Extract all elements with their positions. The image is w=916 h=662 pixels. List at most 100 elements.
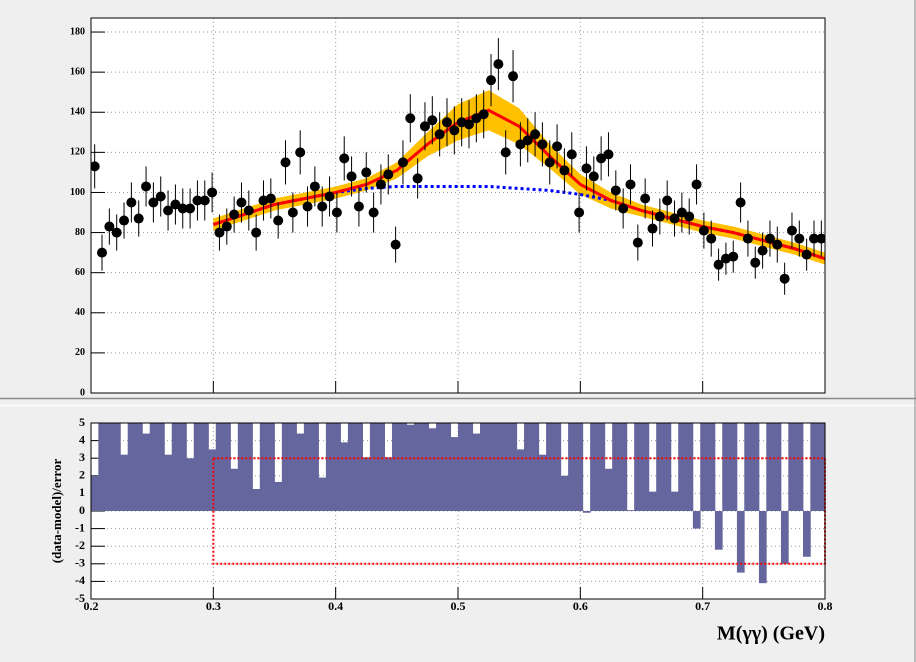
y-axis-title: (data-model)/error [49, 459, 64, 564]
residual-bar [531, 423, 540, 511]
residual-bar [810, 423, 819, 511]
residual-bar [135, 423, 143, 511]
plot-layer [91, 38, 825, 295]
residual-bar [509, 423, 518, 511]
data-point [243, 205, 254, 216]
data-point [574, 207, 585, 218]
residual-bar [656, 423, 664, 511]
data-point [816, 233, 825, 244]
data-point [449, 125, 460, 136]
residual-bar [215, 423, 224, 511]
y-tick-label: -1 [75, 520, 85, 534]
residual-bar [612, 423, 620, 511]
residual-bar [795, 423, 804, 511]
residual-bar [157, 423, 165, 511]
residual-bar [751, 423, 760, 511]
data-point [141, 181, 152, 192]
residual-bar [384, 457, 393, 511]
x-tick-label: 0.7 [695, 599, 710, 613]
residual-bar [780, 511, 789, 564]
residual-bar [325, 423, 334, 511]
residual-bar [546, 423, 554, 511]
data-point [302, 201, 313, 212]
data-point [566, 149, 577, 160]
data-point [588, 171, 599, 182]
data-point [251, 227, 262, 238]
y-tick-label: 80 [75, 227, 85, 238]
residual-bar [692, 511, 701, 529]
residual-bar [105, 423, 114, 511]
residual-bar [223, 423, 231, 511]
data-point [368, 207, 379, 218]
y-tick-label: -2 [75, 538, 85, 552]
residual-bar [663, 423, 672, 511]
data-point [236, 197, 247, 208]
residual-bar [377, 423, 385, 511]
residual-bar [428, 428, 437, 511]
data-point [434, 129, 445, 140]
data-point [647, 223, 658, 234]
data-point [185, 203, 196, 214]
residual-bar [729, 423, 738, 511]
data-point [537, 139, 548, 150]
data-point [801, 249, 812, 260]
residual-bar [494, 423, 503, 511]
data-point [273, 215, 284, 226]
data-point [713, 259, 724, 270]
data-point [412, 173, 423, 184]
residual-bar [700, 423, 708, 511]
data-point [229, 209, 240, 220]
residual-bar [538, 454, 547, 511]
data-point [625, 179, 636, 190]
data-point [757, 245, 768, 256]
data-point [684, 211, 695, 222]
residual-bar [604, 468, 613, 511]
residual-bar [465, 423, 474, 511]
residual-bar [766, 423, 775, 511]
residual-bar [179, 423, 187, 511]
data-point [603, 149, 614, 160]
data-point [126, 197, 137, 208]
data-point [486, 75, 497, 86]
data-point [375, 179, 386, 190]
y-tick-label: -3 [75, 556, 85, 570]
plot-frame [90, 422, 826, 600]
data-point [390, 239, 401, 250]
data-point [177, 203, 188, 214]
data-point [706, 233, 717, 244]
residual-bar [443, 423, 452, 511]
data-point [552, 141, 563, 152]
data-point [735, 197, 746, 208]
residual-bar [230, 468, 239, 511]
data-point [383, 169, 394, 180]
data-point [471, 113, 482, 124]
data-point [515, 139, 526, 150]
residual-bar [714, 511, 723, 550]
residual-bar [120, 454, 129, 511]
residual-bar [678, 423, 686, 511]
residual-bar [722, 423, 730, 511]
residual-bar [744, 423, 752, 511]
residual-bar [201, 423, 209, 511]
residual-bar [399, 423, 408, 511]
data-point [265, 193, 276, 204]
data-point [493, 59, 504, 70]
residual-bar [641, 423, 650, 511]
data-point [508, 71, 519, 82]
residual-bar [252, 489, 261, 511]
data-point [750, 257, 761, 268]
y-tick-label: 160 [70, 66, 85, 77]
data-point [163, 205, 174, 216]
data-point [346, 171, 357, 182]
residual-bar [333, 423, 341, 511]
residual-bar [413, 423, 422, 511]
data-point [192, 195, 203, 206]
data-point [581, 163, 592, 174]
residual-bar [472, 433, 481, 511]
residual-bar [817, 423, 825, 511]
x-axis-title: M(γγ) (GeV) [717, 623, 825, 645]
data-point [419, 121, 430, 132]
data-point [280, 157, 291, 168]
data-point [559, 165, 570, 176]
x-tick-label: 0.8 [818, 599, 833, 613]
